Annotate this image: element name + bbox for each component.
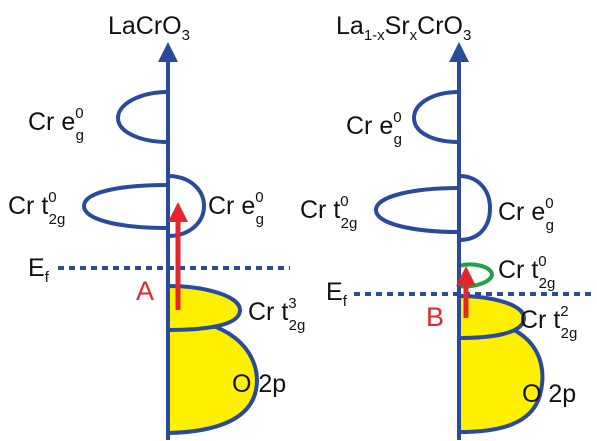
eg-upper-lobe: [115, 90, 169, 144]
t2g-band-filled-right: [457, 293, 527, 341]
label-t2g-empty-right: Cr t0 2g: [300, 193, 357, 232]
label-t2g-empty-left: Cr t0 2g: [8, 189, 65, 228]
o2p-band-filled: [166, 315, 259, 436]
eg-upper-lobe-right: [411, 90, 460, 144]
eg-lower-lobe-right: [458, 174, 493, 242]
label-t2g-filled-left: Cr t3 2g: [248, 295, 305, 334]
left-title: LaCrO3: [108, 12, 190, 44]
label-eg-lower-right: Cr e0 g: [498, 195, 554, 234]
label-transition-b: B: [426, 302, 444, 332]
left-panel: LaCrO3 Cr e0 g Cr t0 2g Cr e0 g Cr t3 2g O 2…: [8, 12, 305, 440]
label-eg-upper-left: Cr e0 g: [28, 105, 84, 144]
label-fermi-left: Ef: [28, 254, 50, 286]
t2g-empty-lobe: [81, 183, 169, 230]
t2g-empty-lobe-right: [373, 186, 460, 234]
t2g-band-filled: [166, 283, 243, 333]
label-eg-lower-left: Cr e0 g: [208, 189, 264, 228]
label-t2g-filled-right: Cr t2 2g: [520, 303, 577, 342]
eg-lower-lobe: [167, 174, 207, 238]
label-o2p-left: O 2p: [232, 370, 286, 398]
label-t2g-hole-right: Cr t0 2g: [498, 253, 555, 292]
label-fermi-right: Ef: [326, 278, 348, 310]
right-panel: La1-xSrxCrO3 Cr e0 g Cr t0 2g Cr e0 g Cr t0…: [300, 12, 592, 440]
label-eg-upper-right: Cr e0 g: [346, 109, 402, 148]
label-transition-a: A: [136, 276, 154, 306]
label-o2p-right: O 2p: [522, 380, 576, 408]
right-title: La1-xSrxCrO3: [336, 12, 471, 44]
